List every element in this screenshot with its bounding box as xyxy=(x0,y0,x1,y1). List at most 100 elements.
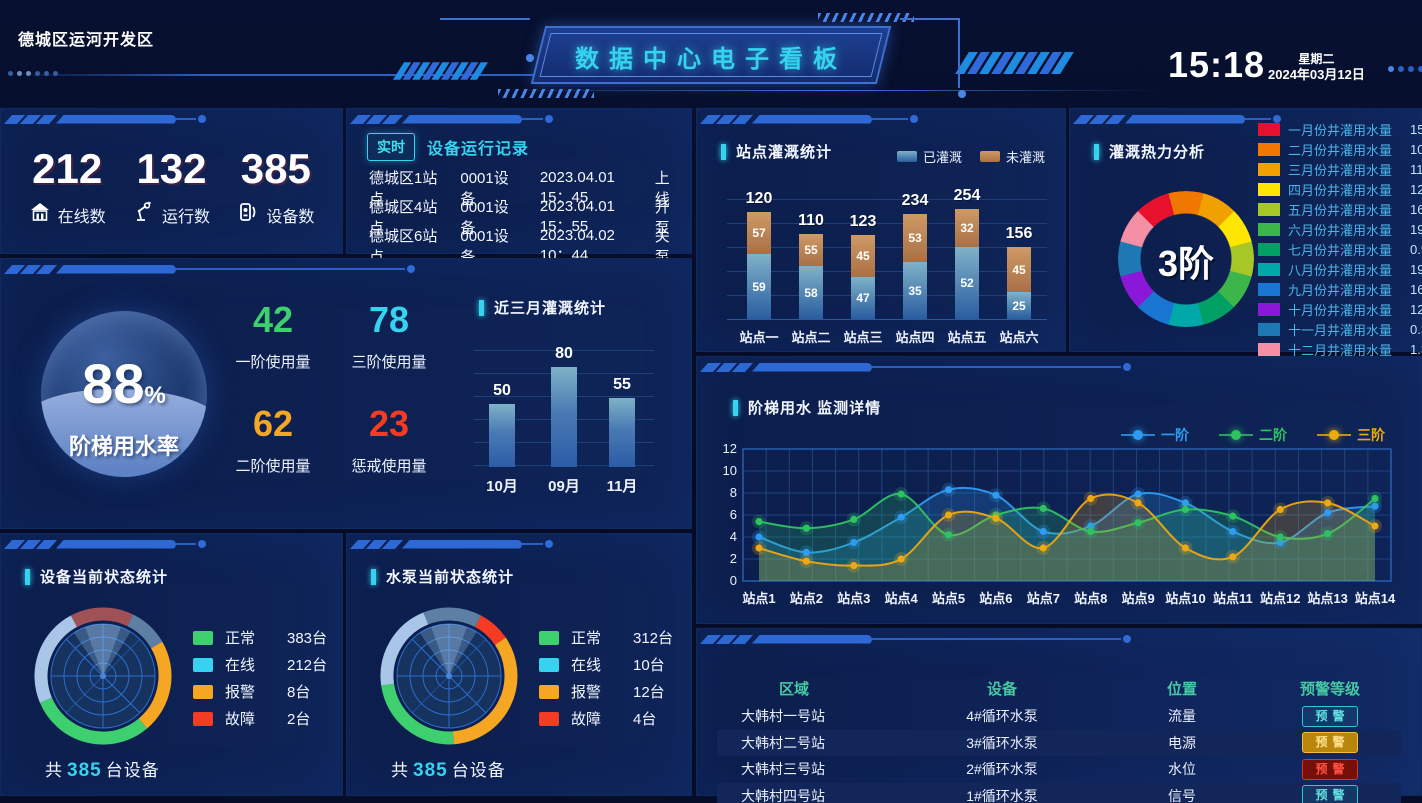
device-icon xyxy=(237,201,259,228)
heat-legend-item[interactable]: 十二月井灌用水量 1.3% xyxy=(1258,339,1422,359)
status-legend-item-正常[interactable]: 正常 312台 xyxy=(539,624,673,651)
heat-legend-item[interactable]: 五月份井灌用水量 16.5% xyxy=(1258,199,1422,219)
legend-label: 一月份井灌用水量 xyxy=(1288,122,1393,138)
region-label: 德城区运河开发区 xyxy=(18,32,155,49)
svg-text:2: 2 xyxy=(730,551,737,566)
heat-legend-item[interactable]: 二月份井灌用水量 10.25 xyxy=(1258,139,1422,159)
legend-value: 16.5% xyxy=(1410,201,1422,217)
legend-swatch xyxy=(1258,162,1280,176)
heat-legend-item[interactable]: 七月份井灌用水量 0.95% xyxy=(1258,239,1422,259)
header-dots-decoration xyxy=(8,71,58,76)
legend-marker xyxy=(1219,430,1253,440)
gridline xyxy=(727,223,1047,224)
svg-text:0: 0 xyxy=(730,573,737,588)
building-icon xyxy=(29,201,51,228)
mini-bar-09月 xyxy=(551,367,577,467)
legend-item-二阶[interactable]: 二阶 xyxy=(1219,425,1287,445)
water-rate-sphere: 88% 阶梯用水率 xyxy=(41,311,207,477)
stat-value: 385 xyxy=(240,145,311,192)
panel-water-rate: 88% 阶梯用水率 42 一阶使用量 78 三阶使用量 62 二阶使用量 23 惩戒使用量 近… xyxy=(0,258,692,529)
stacked-bar-站点二: 55 58 110 xyxy=(798,212,824,319)
clock-time: 15:18 xyxy=(1168,44,1266,85)
status-legend-item-在线[interactable]: 在线 10台 xyxy=(539,651,673,678)
slash-decoration-left2 xyxy=(393,62,488,80)
svg-text:站点11: 站点11 xyxy=(1213,591,1253,606)
svg-text:站点12: 站点12 xyxy=(1260,591,1300,606)
heat-legend-item[interactable]: 十月份井灌用水量 12.3% xyxy=(1258,299,1422,319)
x-axis-label: 站点六 xyxy=(999,330,1039,345)
stat-label-row: 设备数 xyxy=(237,201,314,228)
heat-legend-item[interactable]: 三月份井灌用水量 11.5% xyxy=(1258,159,1422,179)
heat-legend-item[interactable]: 一月份井灌用水量 15.2% xyxy=(1258,119,1422,139)
stat-value: 132 xyxy=(136,145,207,192)
legend-label: 十一月井灌用水量 xyxy=(1288,322,1393,338)
cell-position: 流量 xyxy=(1168,708,1196,725)
warning-badge[interactable]: 预警 xyxy=(1302,758,1358,780)
svg-text:站点3: 站点3 xyxy=(837,591,870,606)
table-row[interactable]: 大韩村四号站 1#循环水泵 信号 预警 xyxy=(717,782,1403,803)
panel-station-irrigation: 站点灌溉统计 已灌溉 未灌溉 57 59 120 站点一 55 58 110 站点二 45 47 12… xyxy=(696,108,1066,352)
panel-top-decoration xyxy=(349,538,554,550)
warning-badge[interactable]: 预警 xyxy=(1302,732,1358,754)
status-legend-item-报警[interactable]: 报警 12台 xyxy=(539,678,673,705)
legend-value: 15.2% xyxy=(1410,121,1422,137)
legend-swatch xyxy=(1258,202,1280,216)
status-legend-item-正常[interactable]: 正常 383台 xyxy=(193,624,327,651)
svg-text:站点13: 站点13 xyxy=(1307,591,1347,606)
cell-level: 预警 xyxy=(1257,758,1403,780)
device-log-list: 德城区1站点 0001设备 2023.04.01 15：45 上线 德城区4站点 0001… xyxy=(369,169,677,266)
date-block: 星期二 2024年03月12日 xyxy=(1268,52,1365,82)
panel-top-decoration xyxy=(699,113,918,125)
svg-text:站点2: 站点2 xyxy=(790,591,823,606)
log-row[interactable]: 德城区6站点 0001设备 2023.04.02 10：44 关泵 xyxy=(369,227,677,266)
bar-total-label: 156 xyxy=(1005,225,1033,242)
log-row[interactable]: 德城区4站点 0001设备 2023.04.01 15：55 开泵 xyxy=(369,198,677,237)
legend-item-三阶[interactable]: 三阶 xyxy=(1317,425,1385,445)
status-legend-item-报警[interactable]: 报警 8台 xyxy=(193,678,327,705)
date-label: 2024年03月12日 xyxy=(1268,67,1365,82)
status-legend-item-在线[interactable]: 在线 212台 xyxy=(193,651,327,678)
legend-swatch xyxy=(539,684,559,699)
legend-label: 八月份井灌用水量 xyxy=(1288,262,1393,278)
legend-label: 九月份井灌用水量 xyxy=(1288,282,1393,298)
stat-label-row: 运行数 xyxy=(133,201,210,228)
stacked-bar-站点三: 45 47 123 xyxy=(850,213,876,319)
legend-value: 10台 xyxy=(633,657,665,674)
heat-legend-item[interactable]: 六月份井灌用水量 19.4% xyxy=(1258,219,1422,239)
heat-legend-item[interactable]: 九月份井灌用水量 16.5% xyxy=(1258,279,1422,299)
svg-text:站点6: 站点6 xyxy=(979,591,1012,606)
chart-title: 设备当前状态统计 xyxy=(25,566,168,587)
legend-item-一阶[interactable]: 一阶 xyxy=(1121,425,1189,445)
irrigation-legend: 已灌溉 未灌溉 xyxy=(896,147,1045,166)
legend-item-已灌溉[interactable]: 已灌溉 xyxy=(896,147,962,166)
log-row[interactable]: 德城区1站点 0001设备 2023.04.01 15：45 上线 xyxy=(369,169,677,208)
cell-level: 预警 xyxy=(1257,785,1403,803)
heat-legend-item[interactable]: 八月份井灌用水量 19.4% xyxy=(1258,259,1422,279)
heat-donut-chart xyxy=(1118,191,1254,327)
heat-donut-center-label: 3阶 xyxy=(1157,243,1215,284)
heat-legend-item[interactable]: 十一月井灌用水量 0.3% xyxy=(1258,319,1422,339)
gridline xyxy=(727,247,1047,248)
panel-top-decoration xyxy=(699,361,1132,373)
table-row[interactable]: 大韩村二号站 3#循环水泵 电源 预警 xyxy=(717,729,1401,756)
warning-badge[interactable]: 预警 xyxy=(1302,785,1358,803)
title-tick-icon xyxy=(721,143,726,160)
legend-label: 故障 xyxy=(225,711,256,728)
table-row[interactable]: 大韩村一号站 4#循环水泵 流量 预警 xyxy=(717,703,1401,730)
x-axis-label: 站点二 xyxy=(791,330,831,345)
legend-item-未灌溉[interactable]: 未灌溉 xyxy=(979,147,1045,166)
header-dots-right xyxy=(1388,66,1422,72)
heat-legend-item[interactable]: 四月份井灌用水量 12.3% xyxy=(1258,179,1422,199)
status-legend-item-故障[interactable]: 故障 4台 xyxy=(539,705,673,732)
realtime-badge[interactable]: 实时 xyxy=(367,133,415,161)
legend-swatch xyxy=(193,657,213,672)
heat-legend: 一月份井灌用水量 15.2% 二月份井灌用水量 10.25 三月份井灌用水量 11.5% 四… xyxy=(1258,119,1422,359)
dot-icon xyxy=(1388,66,1394,72)
legend-swatch xyxy=(979,151,1000,162)
bar-total-label: 110 xyxy=(798,212,824,229)
usage-label: 三阶使用量 xyxy=(351,354,427,371)
warning-badge[interactable]: 预警 xyxy=(1302,705,1358,727)
table-row[interactable]: 大韩村三号站 2#循环水泵 水位 预警 xyxy=(717,756,1401,783)
status-legend-item-故障[interactable]: 故障 2台 xyxy=(193,705,327,732)
legend-swatch xyxy=(193,630,213,645)
